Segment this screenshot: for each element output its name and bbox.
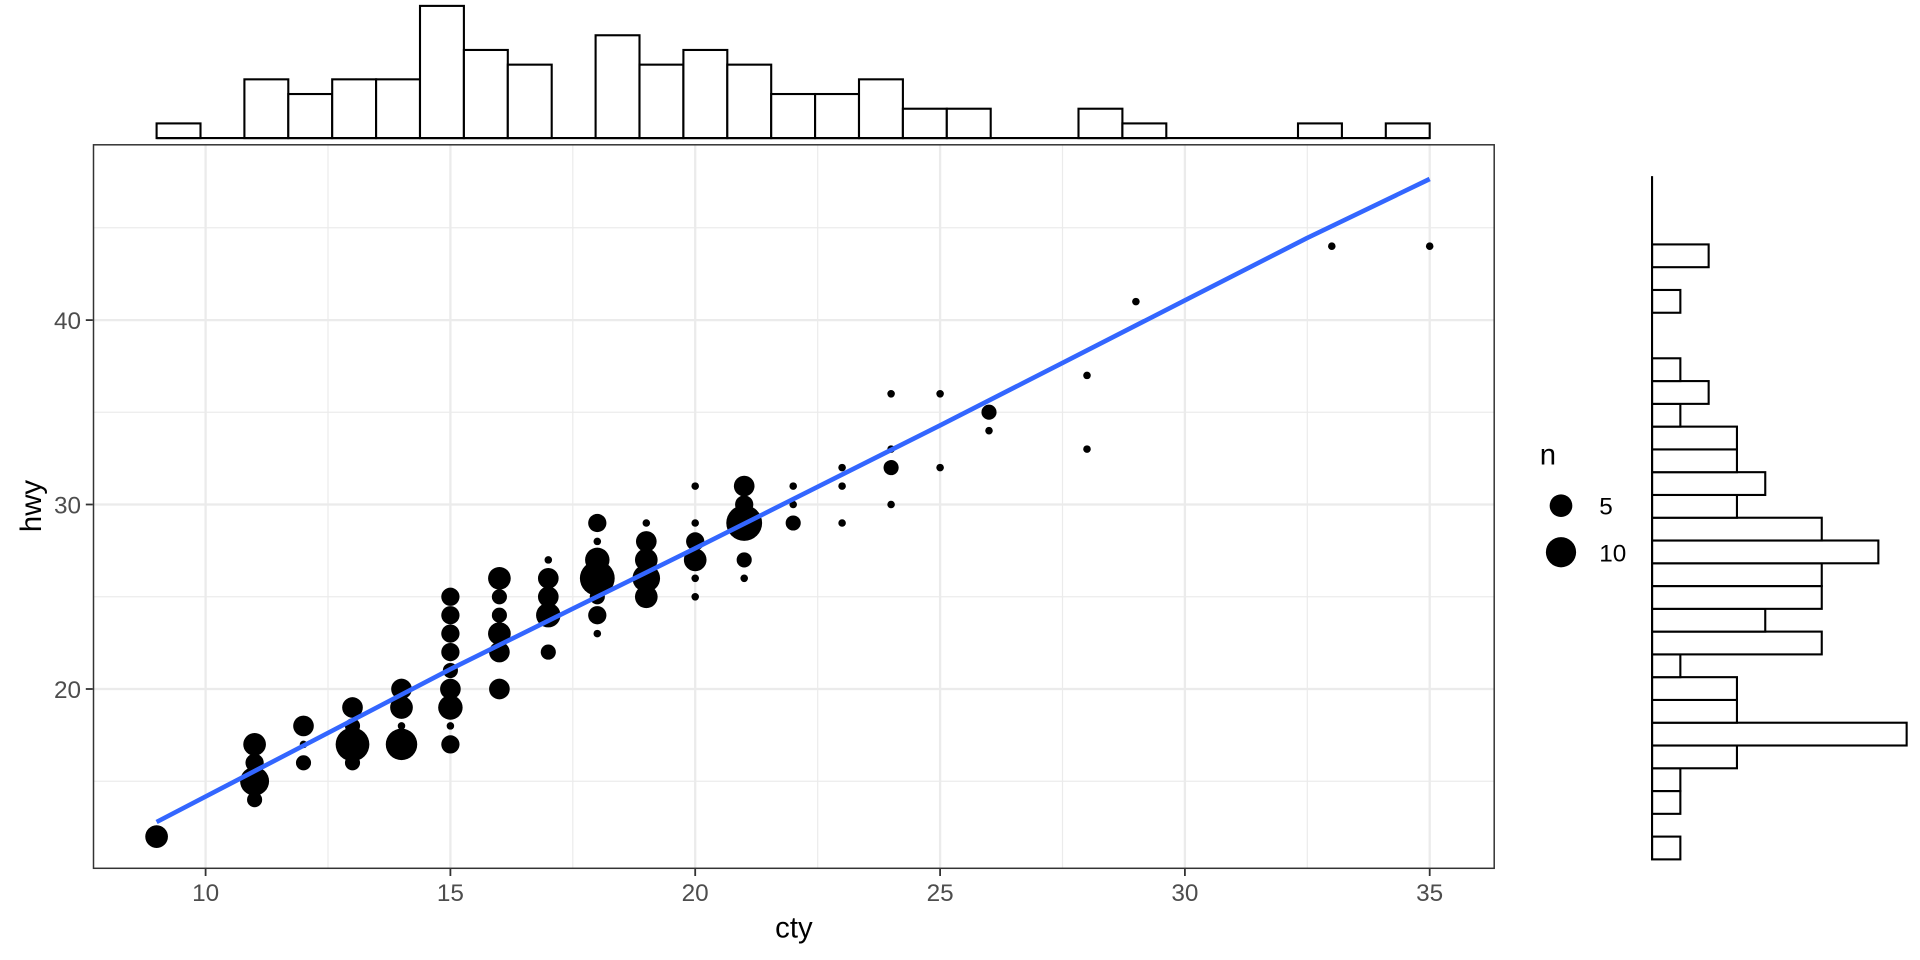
svg-text:10: 10	[192, 880, 219, 907]
svg-text:25: 25	[927, 880, 954, 907]
svg-text:10: 10	[1599, 541, 1626, 568]
svg-text:40: 40	[54, 308, 81, 335]
svg-text:35: 35	[1416, 880, 1443, 907]
svg-text:5: 5	[1599, 494, 1613, 521]
svg-text:20: 20	[682, 880, 709, 907]
svg-text:15: 15	[437, 880, 464, 907]
svg-text:hwy: hwy	[15, 480, 48, 532]
svg-text:30: 30	[1171, 880, 1198, 907]
svg-text:20: 20	[54, 677, 81, 704]
svg-text:n: n	[1540, 438, 1556, 471]
svg-text:cty: cty	[775, 912, 813, 945]
svg-text:30: 30	[54, 492, 81, 519]
